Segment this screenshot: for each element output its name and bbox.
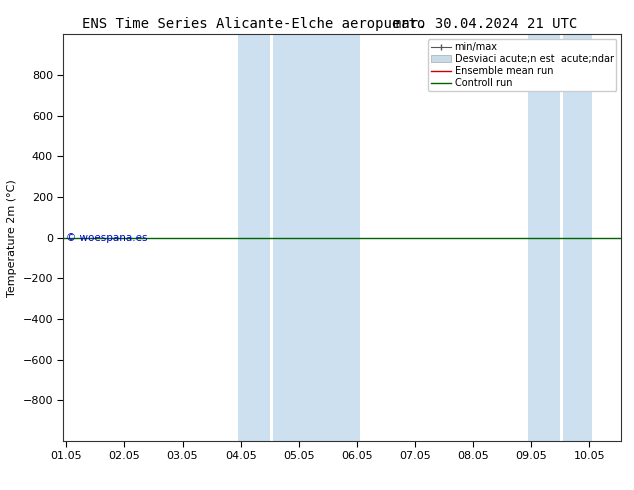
Legend: min/max, Desviaci acute;n est  acute;ndar, Ensemble mean run, Controll run: min/max, Desviaci acute;n est acute;ndar… — [429, 39, 616, 91]
Y-axis label: Temperature 2m (°C): Temperature 2m (°C) — [7, 179, 17, 296]
Text: © woespana.es: © woespana.es — [67, 233, 148, 243]
Text: mar. 30.04.2024 21 UTC: mar. 30.04.2024 21 UTC — [393, 17, 578, 31]
Bar — [528, 34, 560, 441]
Bar — [238, 34, 269, 441]
Bar — [273, 34, 359, 441]
Bar — [563, 34, 592, 441]
Text: ENS Time Series Alicante-Elche aeropuerto: ENS Time Series Alicante-Elche aeropuert… — [82, 17, 426, 31]
